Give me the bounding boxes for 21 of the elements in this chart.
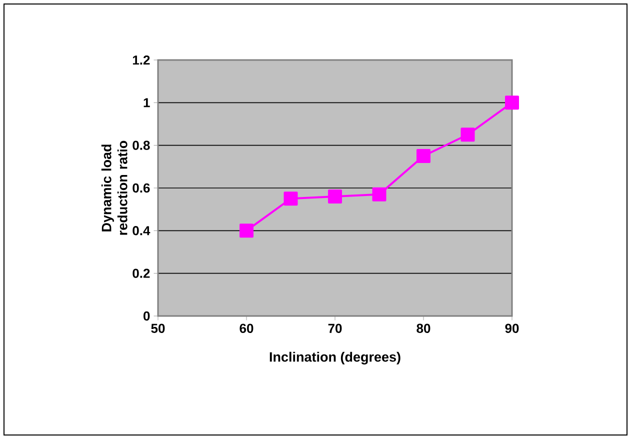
x-tick-label: 80	[416, 324, 430, 333]
y-tick-label: 0.2	[132, 268, 150, 278]
x-tick-label: 50	[151, 324, 165, 333]
point	[505, 96, 519, 110]
x-axis-title: Inclination (degrees)	[270, 352, 400, 364]
point	[240, 224, 254, 238]
x-tick-label: 70	[328, 324, 342, 333]
point	[284, 192, 298, 206]
point	[372, 187, 386, 202]
y-tick-label: 0.8	[132, 140, 150, 150]
y-axis-title: Dynamic load reduction ratio	[101, 140, 128, 235]
y-tick-label: 1.2	[132, 55, 150, 65]
y-tick-label: 0.6	[132, 183, 150, 193]
x-tick-label: 90	[505, 324, 519, 333]
y-tick-label: 1	[144, 98, 150, 108]
y-tick-label: 0.4	[132, 226, 150, 236]
point	[328, 190, 342, 204]
point	[460, 128, 475, 142]
point	[416, 148, 430, 163]
y-tick-label: 0	[144, 311, 150, 321]
x-tick-label: 60	[240, 324, 254, 333]
